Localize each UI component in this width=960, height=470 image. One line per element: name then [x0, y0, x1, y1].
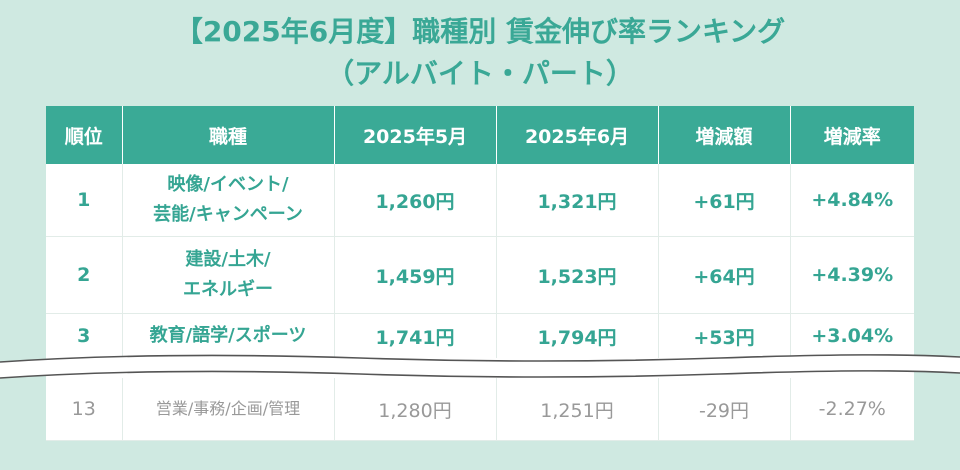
june-cell: 1,251円	[496, 378, 659, 441]
diff-cell: +61円	[658, 164, 791, 237]
header-diff: 増減額	[658, 106, 791, 164]
page-subtitle: （アルバイト・パート）	[326, 57, 634, 90]
june-cell: 1,794円	[496, 313, 659, 358]
rate-cell: -2.27%	[790, 378, 914, 441]
job-cell: 教育/語学/スポーツ	[122, 313, 335, 358]
may-cell: 1,260円	[334, 164, 497, 237]
rate-cell: +4.39%	[790, 236, 914, 314]
job-line: 教育/語学/スポーツ	[149, 325, 307, 346]
diff-cell: +53円	[658, 313, 791, 358]
rank-cell: 3	[46, 313, 123, 358]
table-row: 1 映像/イベント/ 芸能/キャンペーン 1,260円 1,321円 +61円 …	[46, 164, 914, 237]
job-line: 営業/事務/企画/管理	[155, 399, 301, 418]
job-line: 芸能/キャンペーン	[153, 204, 303, 225]
header-rate: 増減率	[790, 106, 914, 164]
job-line: 映像/イベント/	[167, 174, 289, 195]
job-cell: 映像/イベント/ 芸能/キャンペーン	[122, 164, 335, 237]
diff-cell: +64円	[658, 236, 791, 314]
table-break-wave	[0, 354, 960, 379]
page-title: 【2025年6月度】職種別 賃金伸び率ランキング	[174, 15, 786, 48]
job-line: 建設/土木/	[185, 249, 271, 270]
june-cell: 1,523円	[496, 236, 659, 314]
rank-cell: 1	[46, 164, 123, 237]
may-cell: 1,459円	[334, 236, 497, 314]
job-cell: 営業/事務/企画/管理	[122, 378, 335, 441]
rate-cell: +4.84%	[790, 164, 914, 237]
rank-cell: 13	[46, 378, 123, 441]
header-may: 2025年5月	[334, 106, 497, 164]
diff-cell: -29円	[658, 378, 791, 441]
table-row: 13 営業/事務/企画/管理 1,280円 1,251円 -29円 -2.27%	[46, 378, 914, 441]
job-cell: 建設/土木/ エネルギー	[122, 236, 335, 314]
ranking-table: 順位 職種 2025年5月 2025年6月 増減額 増減率 1 映像/イベント/…	[46, 106, 914, 441]
table-row: 2 建設/土木/ エネルギー 1,459円 1,523円 +64円 +4.39%	[46, 236, 914, 314]
rank-cell: 2	[46, 236, 123, 314]
header-rank: 順位	[46, 106, 123, 164]
job-line: エネルギー	[183, 279, 273, 300]
rate-cell: +3.04%	[790, 313, 914, 358]
may-cell: 1,280円	[334, 378, 497, 441]
may-cell: 1,741円	[334, 313, 497, 358]
header-june: 2025年6月	[496, 106, 659, 164]
table-row: 3 教育/語学/スポーツ 1,741円 1,794円 +53円 +3.04%	[46, 313, 914, 358]
table-header-row: 順位 職種 2025年5月 2025年6月 増減額 増減率	[46, 106, 914, 164]
header-job: 職種	[122, 106, 335, 164]
june-cell: 1,321円	[496, 164, 659, 237]
